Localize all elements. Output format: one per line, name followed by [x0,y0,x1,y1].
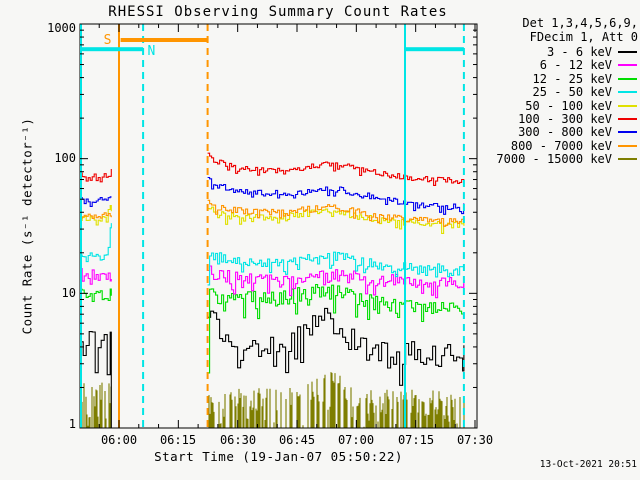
legend-label: 800 - 7000 keV [510,138,612,153]
legend-color-dash [618,64,637,67]
trace-300-800keV [80,196,112,207]
legend-color-dash [618,104,637,107]
legend-color-dash [618,144,637,147]
flag-bar [80,47,144,52]
legend-label: 6 - 12 keV [539,58,612,73]
y-tick-label-1000: 1000 [47,21,76,35]
chart-title: RHESSI Observing Summary Count Rates [108,4,448,20]
legend-label: 7000 - 15000 keV [496,152,612,167]
legend-label: 50 - 100 keV [525,98,612,113]
flag-label-N: N [148,44,156,59]
x-tick-label-0630: 06:30 [219,433,257,447]
trace-7000-15000keV [207,372,465,428]
legend-color-dash [618,158,637,161]
flag-label-S: S [104,33,112,48]
y-tick-label-10: 10 [61,286,76,300]
legend-label: 100 - 300 keV [518,112,612,126]
trace-6-12keV [207,265,465,299]
flag-bar [120,38,208,42]
legend-decim-att: FDecim 1, Att 0 [529,30,638,44]
x-axis-label: Start Time (19-Jan-07 05:50:22) [154,449,403,464]
trace-3-6keV [80,331,112,428]
trace-50-100keV [80,204,112,226]
traces [80,152,465,428]
axis-ticks [80,23,477,429]
legend-color-dash [618,77,637,80]
trace-800-7000keV [80,212,112,220]
legend-color-dash [618,51,637,53]
x-tick-label-0700: 07:00 [337,433,375,447]
trace-100-300keV [207,152,465,186]
legend-color-dash [618,118,637,120]
x-tick-label-0730: 07:30 [456,433,494,447]
y-tick-label-1: 1 [68,417,76,431]
x-tick-label-0645: 06:45 [278,433,316,447]
trace-12-25keV [207,283,465,374]
legend-label: 300 - 800 keV [518,125,612,140]
x-tick-label-0715: 07:15 [397,433,435,447]
trace-25-50keV [207,251,465,286]
legend-label: 25 - 50 keV [532,85,612,100]
x-tick-label-0615: 06:15 [159,433,197,447]
trace-100-300keV [80,169,112,183]
trace-25-50keV [80,223,112,263]
trace-800-7000keV [207,199,465,227]
trace-12-25keV [80,288,112,302]
flag-bar [405,47,464,52]
legend-color-dash [618,131,637,134]
legend-detectors: Det 1,3,4,5,6,9, [522,16,638,30]
legend-color-dash [618,91,637,94]
plot-frame [79,23,478,429]
trace-50-100keV [207,206,465,234]
legend-label: 3 - 6 keV [546,45,612,59]
trace-6-12keV [80,267,112,285]
trace-7000-15000keV [80,382,112,428]
trace-300-800keV [207,176,465,215]
x-tick-label-0600: 06:00 [100,433,138,447]
trace-3-6keV [207,307,465,386]
legend-label: 12 - 25 keV [532,71,612,86]
plot-creation-timestamp: 13-Oct-2021 20:51 [539,459,637,470]
y-tick-label-100: 100 [54,151,76,165]
